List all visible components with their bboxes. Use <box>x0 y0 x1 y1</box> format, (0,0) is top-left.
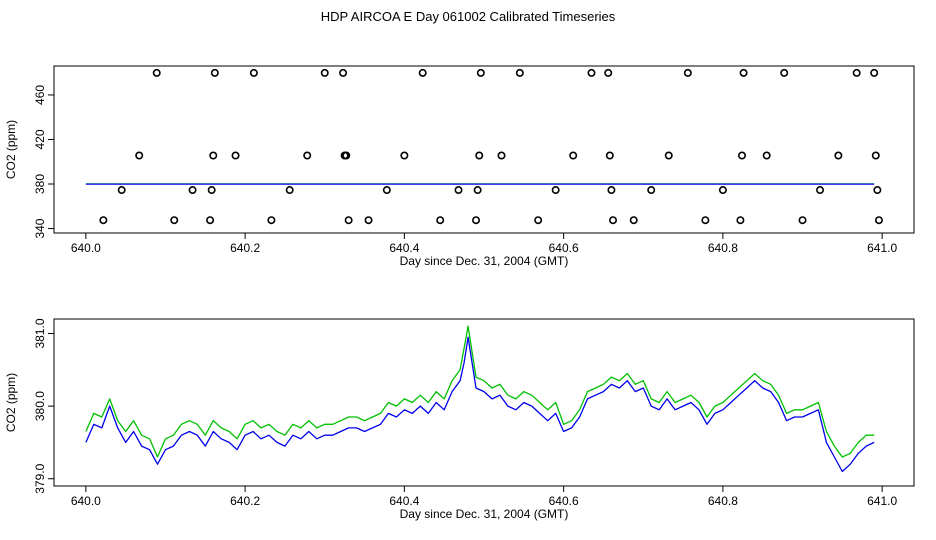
scatter-point <box>339 68 348 77</box>
scatter-point <box>604 68 613 77</box>
scatter-point <box>117 186 126 195</box>
scatter-point <box>344 216 353 225</box>
scatter-point <box>475 151 484 160</box>
x-tick-label: 640.6 <box>549 241 579 255</box>
scatter-point <box>400 151 409 160</box>
scatter-point <box>816 186 825 195</box>
scatter-point <box>739 68 748 77</box>
y-tick-label: 380.0 <box>33 391 47 421</box>
x-tick-label: 640.0 <box>71 494 101 508</box>
scatter-point <box>834 151 843 160</box>
scatter-point <box>587 68 596 77</box>
scatter-point <box>170 216 179 225</box>
scatter-point <box>231 151 240 160</box>
scatter-point <box>605 151 614 160</box>
y-tick-label: 380 <box>33 174 47 194</box>
x-tick-label: 641.0 <box>867 241 897 255</box>
scatter-point <box>249 68 258 77</box>
scatter-point <box>629 216 638 225</box>
x-tick-label: 641.0 <box>867 494 897 508</box>
scatter-point <box>188 186 197 195</box>
scatter-point <box>454 186 463 195</box>
scatter-point <box>418 68 427 77</box>
scatter-point <box>436 216 445 225</box>
blue-series-line <box>85 336 875 473</box>
scatter-point <box>664 151 673 160</box>
scatter-point <box>99 216 108 225</box>
scatter-point <box>873 186 882 195</box>
y-axis-label: CO2 (ppm) <box>4 373 18 432</box>
x-tick-label: 640.2 <box>230 241 260 255</box>
x-axis-label: Day since Dec. 31, 2004 (GMT) <box>400 254 569 268</box>
scatter-point <box>285 186 294 195</box>
scatter-point <box>607 186 616 195</box>
y-tick-label: 340 <box>33 218 47 238</box>
top-panel-scatter: 640.0 640.2 640.4 640.6 640.8 641.0 340 380 420 4… <box>4 65 915 268</box>
x-axis-label: Day since Dec. 31, 2004 (GMT) <box>400 507 569 521</box>
scatter-point <box>364 216 373 225</box>
plot-frame <box>53 318 915 487</box>
y-tick-label: 420 <box>33 129 47 149</box>
x-tick-label: 640.8 <box>708 494 738 508</box>
scatter-point <box>736 216 745 225</box>
scatter-point <box>206 216 215 225</box>
scatter-point <box>701 216 710 225</box>
scatter-point <box>871 151 880 160</box>
scatter-point <box>210 68 219 77</box>
scatter-point <box>135 151 144 160</box>
x-tick-label: 640.4 <box>389 241 419 255</box>
y-axis-label: CO2 (ppm) <box>4 120 18 179</box>
y-tick-label: 381.0 <box>33 318 47 348</box>
scatter-point <box>303 151 312 160</box>
scatter-point <box>718 186 727 195</box>
scatter-point <box>534 216 543 225</box>
plot-frame <box>53 65 915 234</box>
scatter-point <box>320 68 329 77</box>
scatter-point <box>798 216 807 225</box>
scatter-point <box>780 68 789 77</box>
scatter-point <box>515 68 524 77</box>
x-tick-label: 640.0 <box>71 241 101 255</box>
x-tick-label: 640.6 <box>549 494 579 508</box>
scatter-point <box>497 151 506 160</box>
scatter-point <box>737 151 746 160</box>
scatter-point <box>473 186 482 195</box>
chart-title: HDP AIRCOA E Day 061002 Calibrated Times… <box>320 9 616 24</box>
scatter-point <box>870 68 879 77</box>
scatter-point <box>852 68 861 77</box>
scatter-point <box>342 151 351 160</box>
scatter-point <box>683 68 692 77</box>
bottom-panel-line: 640.0 640.2 640.4 640.6 640.8 641.0 379.0 380.0… <box>4 318 915 521</box>
scatter-point <box>569 151 578 160</box>
scatter-point <box>472 216 481 225</box>
scatter-point <box>382 186 391 195</box>
scatter-point <box>874 216 883 225</box>
y-tick-label: 460 <box>33 85 47 105</box>
scatter-point <box>209 151 218 160</box>
y-tick-label: 379.0 <box>33 463 47 493</box>
x-tick-label: 640.2 <box>230 494 260 508</box>
green-series-line <box>85 325 875 458</box>
scatter-point <box>267 216 276 225</box>
scatter-point <box>207 186 216 195</box>
scatter-point <box>152 68 161 77</box>
scatter-point <box>762 151 771 160</box>
scatter-point <box>647 186 656 195</box>
scatter-point <box>476 68 485 77</box>
x-tick-label: 640.4 <box>389 494 419 508</box>
scatter-point <box>551 186 560 195</box>
scatter-point <box>608 216 617 225</box>
x-tick-label: 640.8 <box>708 241 738 255</box>
